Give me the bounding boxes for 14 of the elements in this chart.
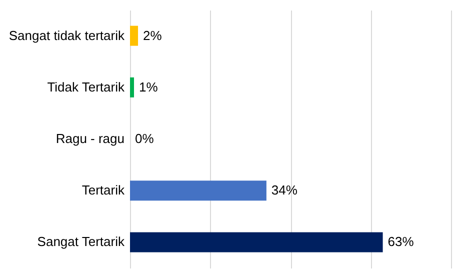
y-tick-label: Tertarik [82,182,125,198]
y-tick-label: Ragu - ragu [56,131,124,146]
y-tick-label: Sangat tidak tertarik [8,28,125,43]
data-label: 1% [139,79,158,94]
bar [130,77,134,98]
bar [130,232,383,252]
y-tick-label: Sangat Tertarik [37,234,125,250]
y-tick-label: Tidak Tertarik [47,79,125,94]
data-label: 34% [271,182,298,198]
data-label: 63% [388,234,414,250]
data-label: 0% [135,131,154,146]
bar [130,180,266,201]
bar [130,26,138,46]
data-label: 2% [143,28,162,43]
